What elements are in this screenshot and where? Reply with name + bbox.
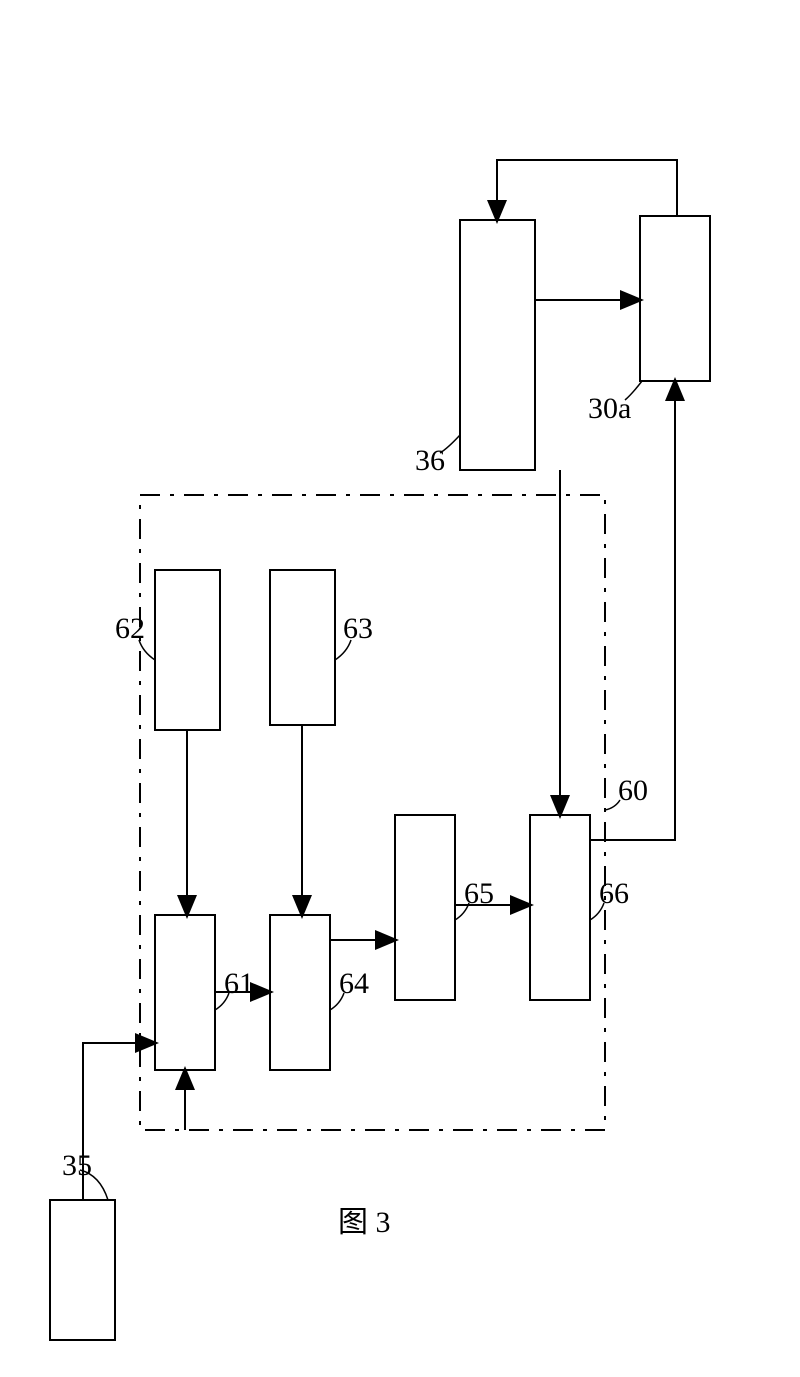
block-30a <box>640 216 710 381</box>
label-30a: 30a <box>588 392 631 425</box>
block-62 <box>155 570 220 730</box>
block-64 <box>270 915 330 1070</box>
block-35 <box>50 1200 115 1340</box>
block-diagram: 60 35 62 61 63 64 65 66 36 <box>0 0 800 1372</box>
diagram-svg: 60 35 62 61 63 64 65 66 36 <box>0 0 800 1372</box>
block-63 <box>270 570 335 725</box>
label-64: 64 <box>339 967 369 1000</box>
arrow-30a-to-36 <box>497 160 677 220</box>
label-35: 35 <box>62 1149 92 1182</box>
label-36: 36 <box>415 444 445 477</box>
figure-caption: 图 3 <box>338 1206 391 1239</box>
label-66: 66 <box>599 877 629 910</box>
label-61: 61 <box>224 967 254 1000</box>
block-66 <box>530 815 590 1000</box>
arrow-66-to-30a <box>590 381 675 840</box>
block-36 <box>460 220 535 470</box>
block-61 <box>155 915 215 1070</box>
label-63: 63 <box>343 612 373 645</box>
block-65 <box>395 815 455 1000</box>
label-60: 60 <box>618 774 648 807</box>
container-60 <box>140 495 605 1130</box>
label-62: 62 <box>115 612 145 645</box>
